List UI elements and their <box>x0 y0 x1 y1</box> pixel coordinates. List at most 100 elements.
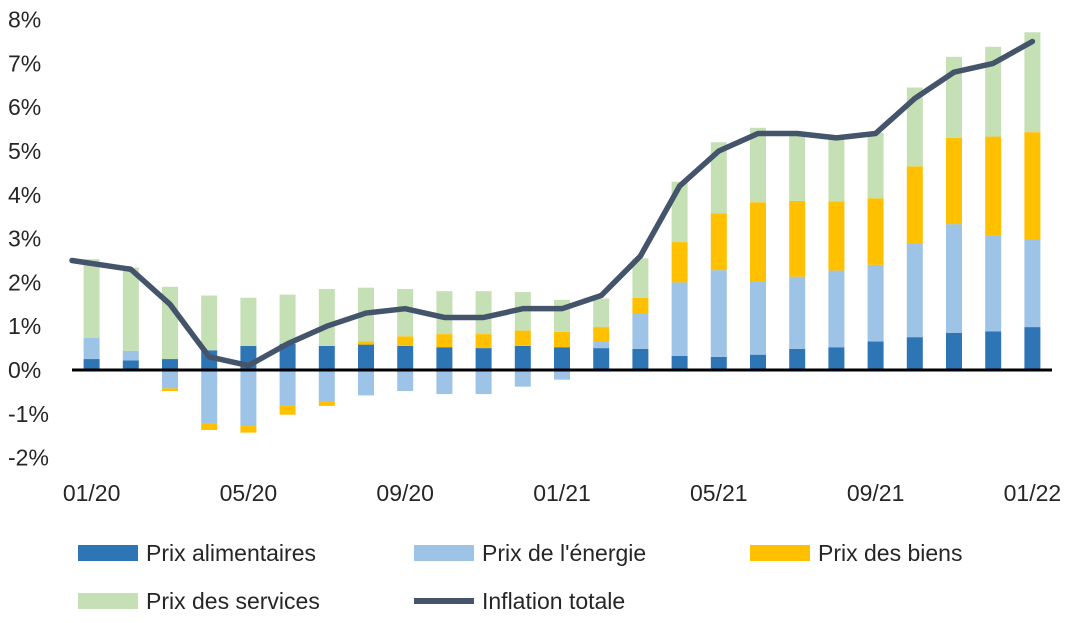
bar-series1-01-22 <box>1024 239 1041 328</box>
bar-series2-08-21 <box>828 201 845 271</box>
legend-label-services: Prix des services <box>146 587 320 614</box>
legend-label-goods: Prix des biens <box>818 539 963 566</box>
bar-series3-02-21 <box>593 298 610 328</box>
y-tick-label: -1% <box>8 401 49 427</box>
bar-series1-12-20 <box>514 370 531 387</box>
bar-series1-03-21 <box>632 313 649 349</box>
bar-series2-11-20 <box>475 334 492 349</box>
bar-series0-08-20 <box>358 344 374 370</box>
bar-series0-10-20 <box>436 347 453 370</box>
bar-series1-07-21 <box>789 276 806 349</box>
bar-series0-01-22 <box>1024 327 1041 370</box>
bar-series0-07-21 <box>789 348 806 370</box>
bar-series1-04-21 <box>671 282 688 356</box>
y-tick-label: 3% <box>8 226 41 252</box>
legend-swatch-energy <box>414 545 474 561</box>
bar-series0-12-21 <box>985 331 1002 370</box>
bar-series0-01-21 <box>554 347 570 370</box>
bar-series1-05-20 <box>240 370 257 427</box>
bar-series0-02-20 <box>122 360 139 370</box>
legend-item-services: Prix des services <box>78 586 320 616</box>
bar-series3-06-21 <box>750 127 766 203</box>
bar-series1-08-20 <box>358 370 374 396</box>
bar-series2-01-21 <box>554 331 570 348</box>
bar-series2-06-20 <box>279 405 296 415</box>
bar-series0-06-20 <box>279 343 296 370</box>
bar-series0-07-20 <box>318 345 335 370</box>
bar-series0-10-21 <box>906 337 923 370</box>
bar-series2-10-21 <box>906 166 923 243</box>
bar-series2-10-20 <box>436 334 453 348</box>
bar-series2-07-20 <box>318 401 335 406</box>
x-tick-label: 05/20 <box>220 480 278 506</box>
legend-line-total <box>414 598 474 604</box>
bar-series3-06-20 <box>279 294 296 344</box>
bar-series2-12-20 <box>514 330 531 346</box>
bar-series0-05-21 <box>710 356 727 370</box>
bar-series1-06-21 <box>750 281 766 355</box>
bar-series1-03-20 <box>162 370 178 389</box>
bar-series1-11-21 <box>946 224 962 333</box>
bar-series1-10-21 <box>906 242 923 338</box>
bar-series1-06-20 <box>279 370 296 406</box>
bar-series2-04-20 <box>201 423 218 431</box>
y-tick-label: 2% <box>8 269 41 295</box>
y-tick-label: 1% <box>8 313 41 339</box>
bar-series2-12-21 <box>985 136 1002 236</box>
bar-series0-03-21 <box>632 348 649 370</box>
bar-series0-06-21 <box>750 354 766 370</box>
bar-series0-12-20 <box>514 345 531 370</box>
bar-series3-04-20 <box>201 295 218 351</box>
bar-series0-11-20 <box>475 348 492 370</box>
bar-series2-09-20 <box>397 336 414 346</box>
y-tick-label: -2% <box>8 445 49 471</box>
y-axis-ticks: 8% 7% 6% 5% 4% 3% 2% 1% 0% -1% -2% <box>8 7 49 471</box>
x-tick-label: 09/21 <box>847 480 905 506</box>
y-tick-label: 6% <box>8 94 41 120</box>
bar-series1-07-20 <box>318 370 335 402</box>
bar-series0-09-20 <box>397 345 414 370</box>
y-tick-label: 7% <box>8 50 41 76</box>
y-tick-label: 5% <box>8 138 41 164</box>
bar-series0-08-21 <box>828 347 845 370</box>
bar-series3-09-21 <box>867 132 884 199</box>
bar-series2-03-21 <box>632 297 649 314</box>
y-tick-label: 0% <box>8 357 41 383</box>
x-axis-ticks: 01/20 05/20 09/20 01/21 05/21 09/21 01/22 <box>63 480 1061 506</box>
bar-series1-10-20 <box>436 370 453 395</box>
legend-item-total: Inflation totale <box>414 586 625 616</box>
legend-item-food: Prix alimentaires <box>78 538 316 568</box>
bar-series0-09-21 <box>867 341 884 370</box>
x-tick-label: 05/21 <box>690 480 748 506</box>
bar-series0-04-21 <box>671 355 688 370</box>
bar-series2-05-21 <box>710 213 727 271</box>
x-tick-label: 01/20 <box>63 480 121 506</box>
bar-series0-01-20 <box>83 359 100 370</box>
bar-series2-07-21 <box>789 200 806 277</box>
bar-series1-05-21 <box>710 270 727 357</box>
bar-series3-07-20 <box>318 288 335 346</box>
bar-series3-07-21 <box>789 135 806 201</box>
bar-series0-02-21 <box>593 348 610 370</box>
bar-series2-11-21 <box>946 137 962 225</box>
bar-series3-10-21 <box>906 87 923 167</box>
bar-series0-11-21 <box>946 332 962 370</box>
bar-series1-08-21 <box>828 270 845 348</box>
bar-series1-01-21 <box>554 370 570 380</box>
bar-series2-03-20 <box>162 388 178 392</box>
x-tick-label: 01/21 <box>533 480 591 506</box>
legend-item-energy: Prix de l'énergie <box>414 538 646 568</box>
legend-label-energy: Prix de l'énergie <box>482 539 647 566</box>
bar-series2-08-20 <box>358 341 374 345</box>
bar-series2-01-22 <box>1024 132 1041 240</box>
bar-series1-04-20 <box>201 370 218 424</box>
legend-label-food: Prix alimentaires <box>146 539 316 566</box>
y-tick-label: 8% <box>8 7 41 33</box>
bar-series1-12-21 <box>985 235 1002 332</box>
bar-series3-03-20 <box>162 286 178 360</box>
bar-series1-02-21 <box>593 341 610 349</box>
x-tick-label: 09/20 <box>376 480 434 506</box>
bar-series1-09-21 <box>867 264 884 342</box>
bar-series3-01-20 <box>83 259 100 339</box>
